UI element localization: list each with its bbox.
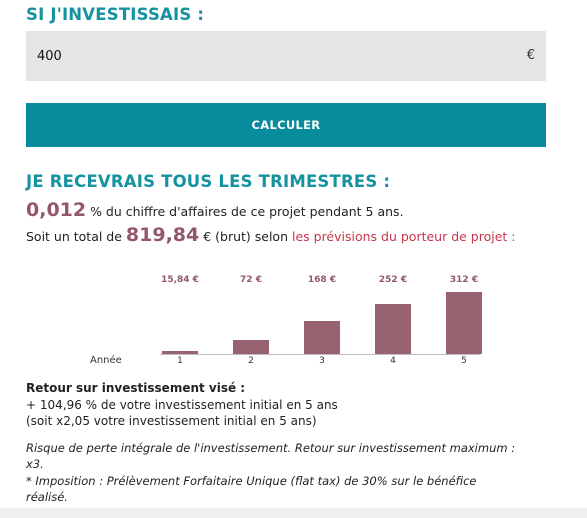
x-tick-label: 1 bbox=[177, 356, 183, 366]
bar-year-3 bbox=[304, 321, 340, 354]
invest-heading: SI J'INVESTISSAIS : bbox=[26, 5, 205, 24]
bar-year-2 bbox=[233, 340, 269, 354]
total-middle: € (brut) selon bbox=[199, 229, 292, 244]
x-tick-label: 3 bbox=[319, 356, 325, 366]
bar-value-label: 168 € bbox=[307, 275, 337, 285]
forecast-link[interactable]: les prévisions du porteur de projet : bbox=[291, 229, 516, 244]
x-tick-label: 4 bbox=[390, 356, 396, 366]
bar-value-label: 15,84 € bbox=[161, 275, 199, 285]
investment-amount-input[interactable] bbox=[26, 31, 506, 81]
investment-amount-field[interactable]: € bbox=[26, 31, 546, 81]
tax-note-cont: réalisé. bbox=[26, 490, 68, 504]
total-prefix: Soit un total de bbox=[26, 229, 126, 244]
footer-strip bbox=[0, 508, 587, 518]
x-axis-line bbox=[160, 354, 480, 355]
return-multiplier: (soit x2,05 votre investissement initial… bbox=[26, 414, 317, 428]
risk-note: Risque de perte intégrale de l'investiss… bbox=[26, 441, 516, 455]
bar-year-5 bbox=[446, 292, 482, 354]
bar-value-label: 312 € bbox=[449, 275, 479, 285]
risk-note-cont: x3. bbox=[26, 457, 44, 471]
currency-symbol: € bbox=[526, 48, 535, 63]
bar-value-label: 252 € bbox=[378, 275, 408, 285]
return-percentage: + 104,96 % de votre investissement initi… bbox=[26, 398, 338, 412]
total-line: Soit un total de 819,84 € (brut) selon l… bbox=[26, 224, 516, 246]
bar-year-1 bbox=[162, 351, 198, 354]
tax-note: * Imposition : Prélèvement Forfaitaire U… bbox=[26, 474, 477, 488]
x-tick-label: 2 bbox=[248, 356, 254, 366]
percentage-value: 0,012 bbox=[26, 199, 87, 221]
bar-year-4 bbox=[375, 304, 411, 354]
percentage-text: % du chiffre d'affaires de ce projet pen… bbox=[86, 204, 404, 219]
x-tick-label: 5 bbox=[461, 356, 467, 366]
quarterly-returns-chart: Année 15,84 € 1 72 € 2 168 € 3 252 € 4 312 € 5 bbox=[0, 264, 587, 374]
calculate-button[interactable]: CALCULER bbox=[26, 103, 546, 147]
total-value: 819,84 bbox=[125, 224, 200, 246]
return-title: Retour sur investissement visé : bbox=[26, 381, 246, 395]
x-axis-label: Année bbox=[90, 355, 122, 366]
bar-value-label: 72 € bbox=[240, 275, 262, 285]
receive-heading: JE RECEVRAIS TOUS LES TRIMESTRES : bbox=[26, 172, 391, 191]
percentage-line: 0,012 % du chiffre d'affaires de ce proj… bbox=[26, 199, 404, 221]
